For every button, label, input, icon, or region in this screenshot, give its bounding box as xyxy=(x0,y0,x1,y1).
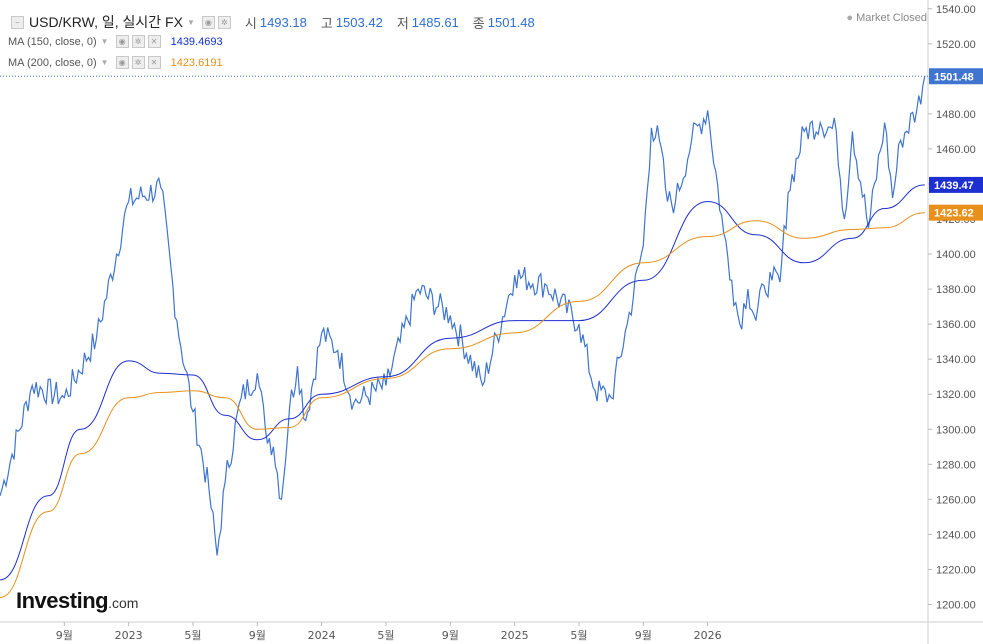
indicator-row-ma200: MA (200, close, 0) ▼ ◉ ✲ ✕ 1423.6191 xyxy=(8,56,223,69)
market-status: ● Market Closed xyxy=(846,12,927,24)
x-tick-label: 9월 xyxy=(249,629,266,642)
price-label-box xyxy=(929,176,983,193)
x-tick-label: 2025 xyxy=(501,629,529,642)
close-icon[interactable]: ✕ xyxy=(147,35,161,48)
price-label-box xyxy=(929,204,983,221)
close-value: 1501.48 xyxy=(487,14,535,30)
price-label-text: 1501.48 xyxy=(934,71,974,83)
investing-logo: Investing.com xyxy=(16,588,138,614)
eye-icon[interactable]: ◉ xyxy=(201,15,215,29)
x-tick-label: 2023 xyxy=(115,629,143,642)
gear-icon[interactable]: ✲ xyxy=(131,35,145,48)
gear-icon[interactable]: ✲ xyxy=(217,15,231,29)
x-tick-label: 2026 xyxy=(694,629,722,642)
y-tick-label: 1200.00 xyxy=(936,599,976,611)
price-label-text: 1423.62 xyxy=(934,208,974,220)
eye-icon[interactable]: ◉ xyxy=(115,56,129,69)
price-label-text: 1439.47 xyxy=(934,180,974,192)
x-tick-label: 9월 xyxy=(635,629,652,642)
chevron-down-icon[interactable]: ▼ xyxy=(186,17,195,27)
price-line xyxy=(0,76,926,556)
high-label: 고 xyxy=(320,15,333,31)
chevron-down-icon[interactable]: ▼ xyxy=(100,58,109,67)
y-tick-label: 1540.00 xyxy=(936,4,976,16)
x-tick-label: 5월 xyxy=(570,629,587,642)
ma200-line xyxy=(0,212,925,598)
y-tick-label: 1280.00 xyxy=(936,459,976,471)
chart-header: − USD/KRW, 일, 실시간 FX ▼ ◉ ✲ 시 1493.18 고 1… xyxy=(8,12,535,32)
x-tick-label: 9월 xyxy=(442,629,459,642)
y-tick-label: 1220.00 xyxy=(936,564,976,576)
chevron-down-icon[interactable]: ▼ xyxy=(100,37,109,46)
y-tick-label: 1480.00 xyxy=(936,109,976,121)
y-tick-label: 1240.00 xyxy=(936,529,976,541)
open-value: 1493.18 xyxy=(259,14,307,30)
y-tick-label: 1380.00 xyxy=(936,284,976,296)
high-value: 1503.42 xyxy=(335,14,383,30)
close-icon[interactable]: ✕ xyxy=(147,56,161,69)
price-label-box xyxy=(929,68,983,85)
logo-brand: Investing xyxy=(16,588,109,613)
y-tick-label: 1400.00 xyxy=(936,249,976,261)
indicator-row-ma150: MA (150, close, 0) ▼ ◉ ✲ ✕ 1439.4693 xyxy=(8,35,223,48)
x-tick-label: 2024 xyxy=(308,629,336,642)
ma150-line xyxy=(0,184,925,581)
gear-icon[interactable]: ✲ xyxy=(131,56,145,69)
x-tick-label: 5월 xyxy=(184,629,201,642)
ma200-label[interactable]: MA (200, close, 0) xyxy=(8,56,97,69)
ma150-label[interactable]: MA (150, close, 0) xyxy=(8,35,97,48)
y-tick-label: 1320.00 xyxy=(936,389,976,401)
open-label: 시 xyxy=(244,15,257,31)
x-tick-label: 9월 xyxy=(56,629,73,642)
symbol-title[interactable]: USD/KRW, 일, 실시간 FX xyxy=(29,14,183,30)
ma150-value: 1439.4693 xyxy=(170,35,223,48)
ma200-value: 1423.6191 xyxy=(170,56,223,69)
collapse-icon[interactable]: − xyxy=(11,15,24,29)
logo-suffix: .com xyxy=(108,595,139,611)
y-tick-label: 1360.00 xyxy=(936,319,976,331)
low-value: 1485.61 xyxy=(411,14,459,30)
close-label: 종 xyxy=(472,15,485,31)
y-tick-label: 1520.00 xyxy=(936,39,976,51)
y-tick-label: 1340.00 xyxy=(936,354,976,366)
low-label: 저 xyxy=(396,15,409,31)
market-status-text: Market Closed xyxy=(856,12,927,24)
eye-icon[interactable]: ◉ xyxy=(115,35,129,48)
y-tick-label: 1260.00 xyxy=(936,494,976,506)
x-tick-label: 5월 xyxy=(377,629,394,642)
y-tick-label: 1300.00 xyxy=(936,424,976,436)
y-tick-label: 1460.00 xyxy=(936,144,976,156)
